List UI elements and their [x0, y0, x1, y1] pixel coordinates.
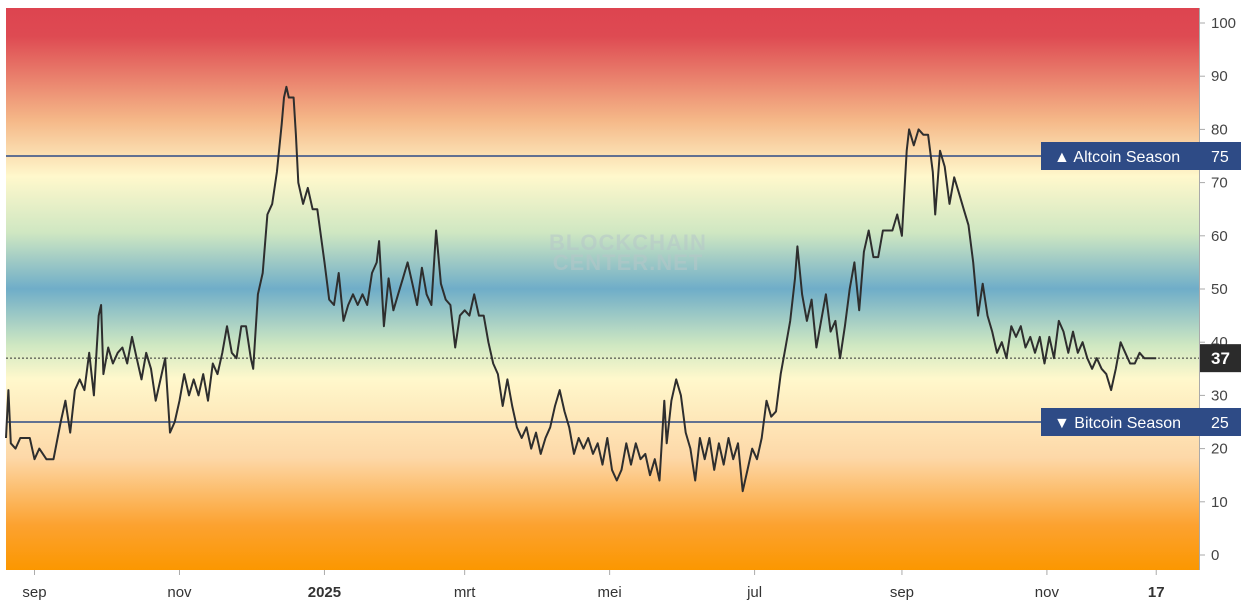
- y-tick-label: 70: [1211, 175, 1228, 192]
- x-tick-label: 17: [1148, 584, 1165, 601]
- y-tick-label: 100: [1211, 15, 1236, 32]
- reference-lines: [6, 155, 1199, 423]
- y-tick-label: 80: [1211, 121, 1228, 138]
- x-tick-label: 2025: [308, 584, 341, 601]
- reference-tag-value: 75: [1211, 149, 1229, 166]
- x-tick-label: sep: [890, 584, 914, 601]
- reference-tags: ▲ Altcoin Season 75 ▼ Bitcoin Season 25: [1041, 142, 1241, 436]
- y-tick-label: 30: [1211, 387, 1228, 404]
- x-axis: sep nov 2025 mrt mei jul sep nov 17: [22, 570, 1165, 601]
- x-tick-label: nov: [167, 584, 192, 601]
- y-tick-label: 0: [1211, 547, 1219, 564]
- reference-tag-value: 25: [1211, 415, 1229, 432]
- y-tick-label: 60: [1211, 228, 1228, 245]
- x-axis-band: [0, 570, 1254, 606]
- reference-tag-label: ▲ Altcoin Season: [1054, 149, 1180, 166]
- y-tick-label: 20: [1211, 441, 1228, 458]
- current-tag-bg: [1200, 344, 1241, 373]
- watermark-line1: BLOCKCHAIN: [549, 230, 707, 255]
- y-tick-label: 90: [1211, 68, 1228, 85]
- watermark: BLOCKCHAIN CENTER.NET: [549, 230, 707, 275]
- y-tick-label: 10: [1211, 494, 1228, 511]
- series-line: [5, 85, 1157, 493]
- reference-tag-label: ▼ Bitcoin Season: [1054, 415, 1181, 432]
- x-tick-label: sep: [22, 584, 46, 601]
- current-value-tag: 37: [1200, 344, 1241, 373]
- x-tick-label: nov: [1035, 584, 1060, 601]
- reference-tag-bg: [1041, 142, 1241, 170]
- plot-background: [6, 8, 1199, 570]
- watermark-line2: CENTER.NET: [553, 250, 704, 275]
- x-tick-label: mrt: [454, 584, 476, 601]
- x-tick-label: jul: [746, 584, 762, 601]
- x-tick-label: mei: [598, 584, 622, 601]
- reference-tag-bg: [1041, 408, 1241, 436]
- y-axis-band: [1199, 0, 1254, 606]
- current-tag-value: 37: [1211, 349, 1230, 368]
- y-tick-label: 50: [1211, 281, 1228, 298]
